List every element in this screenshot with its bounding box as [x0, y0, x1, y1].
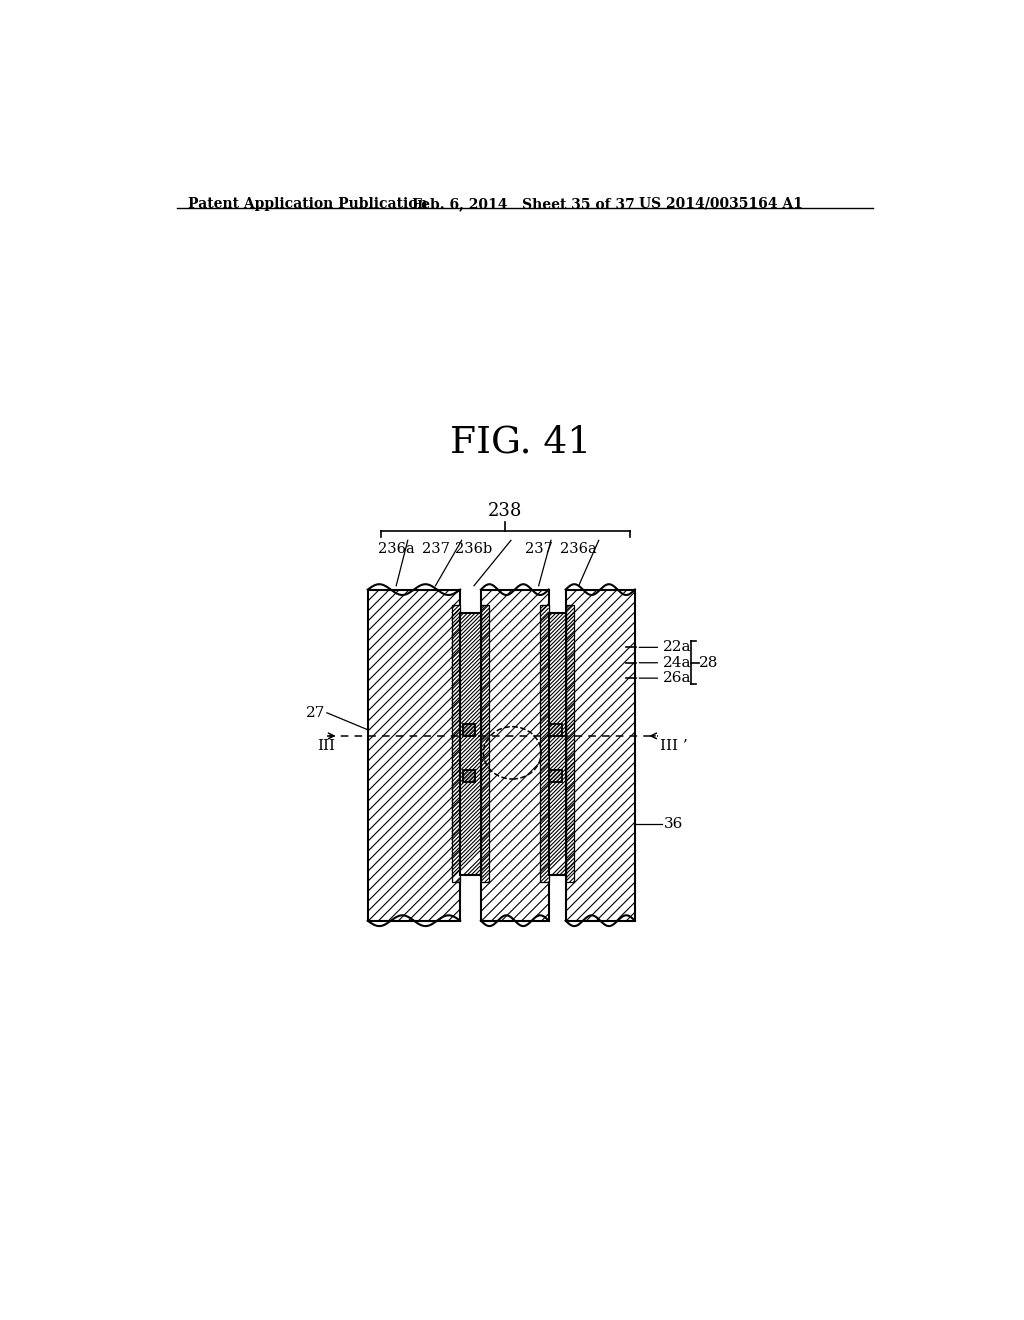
Text: 24a: 24a	[663, 656, 691, 669]
Bar	[550, 723, 562, 737]
FancyBboxPatch shape	[481, 605, 489, 882]
Bar	[550, 770, 562, 781]
Text: 238: 238	[488, 503, 522, 520]
Text: 236b: 236b	[456, 543, 493, 556]
Text: 236a: 236a	[560, 543, 597, 556]
FancyBboxPatch shape	[452, 605, 460, 882]
Text: US 2014/0035164 A1: US 2014/0035164 A1	[639, 197, 803, 211]
Text: 237: 237	[422, 543, 450, 556]
Text: III: III	[317, 739, 336, 752]
FancyBboxPatch shape	[541, 605, 549, 882]
Text: Feb. 6, 2014   Sheet 35 of 37: Feb. 6, 2014 Sheet 35 of 37	[412, 197, 634, 211]
FancyBboxPatch shape	[368, 590, 460, 921]
FancyBboxPatch shape	[565, 590, 635, 921]
Text: 26a: 26a	[663, 671, 691, 685]
Text: FIG. 41: FIG. 41	[451, 424, 592, 461]
Text: 28: 28	[698, 656, 718, 669]
FancyBboxPatch shape	[481, 590, 549, 921]
Text: III ’: III ’	[660, 739, 688, 752]
Text: 27: 27	[306, 706, 326, 719]
Text: Patent Application Publication: Patent Application Publication	[188, 197, 428, 211]
Text: 236a: 236a	[378, 543, 415, 556]
Bar	[463, 770, 475, 781]
FancyBboxPatch shape	[549, 612, 565, 875]
FancyBboxPatch shape	[565, 605, 574, 882]
Text: 22a: 22a	[663, 640, 691, 655]
FancyBboxPatch shape	[460, 612, 481, 875]
Text: 36: 36	[664, 817, 683, 832]
Text: 237: 237	[524, 543, 553, 556]
Bar	[463, 723, 475, 737]
